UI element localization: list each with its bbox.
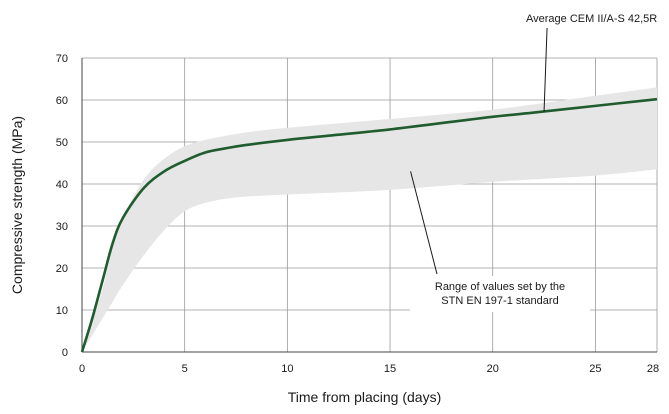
y-tick-label: 30: [56, 221, 68, 233]
x-tick-label: 15: [384, 363, 396, 375]
axes: [81, 58, 657, 353]
x-tick-label: 10: [281, 363, 293, 375]
y-tick-label: 10: [56, 305, 68, 317]
y-axis-title: Compressive strength (MPa): [9, 116, 25, 294]
band-label-background: [410, 276, 590, 312]
y-tick-label: 60: [56, 95, 68, 107]
band-pointer-line: [410, 171, 438, 275]
x-tick-label: 5: [182, 363, 188, 375]
band-annotation-label: Range of values set by the: [435, 281, 565, 293]
y-tick-label: 40: [56, 179, 68, 191]
y-tick-label: 20: [56, 263, 68, 275]
average-strength-line: [80, 97, 658, 353]
range-band: [82, 87, 657, 353]
y-tick-label: 0: [62, 347, 68, 359]
series-pointer-line: [543, 27, 548, 112]
x-tick-label: 25: [589, 363, 601, 375]
tick-labels: 0 10 20 30 40 50 60 70 0 5 10 15 20 25 28: [56, 53, 659, 375]
x-tick-label: 0: [79, 363, 85, 375]
annotations: Average CEM II/A-S 42,5R Range of values …: [410, 13, 657, 312]
x-tick-label: 28: [647, 363, 659, 375]
y-tick-label: 50: [56, 137, 68, 149]
x-axis-title: Time from placing (days): [288, 389, 442, 405]
series-annotation-label: Average CEM II/A-S 42,5R: [526, 13, 657, 25]
x-tick-label: 20: [487, 363, 499, 375]
y-tick-label: 70: [56, 53, 68, 65]
band-annotation-label: STN EN 197-1 standard: [441, 295, 558, 307]
